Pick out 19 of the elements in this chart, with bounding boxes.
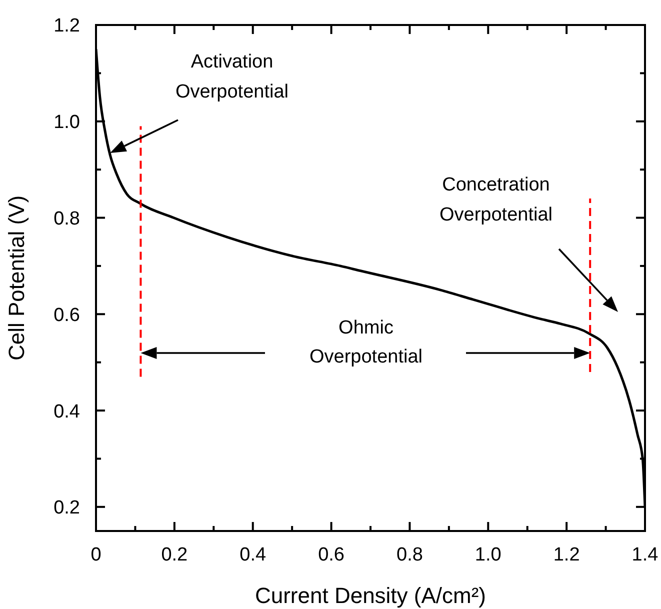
y-tick-label: 1.2 [54, 16, 80, 37]
annotation: Ohmic Overpotential [309, 318, 423, 368]
annotation: Concetration Overpotential [439, 174, 553, 226]
x-tick-label: 1.2 [553, 544, 580, 566]
y-axis-title: Cell Potential (V) [4, 195, 29, 361]
y-tick-label: 0.4 [54, 401, 80, 422]
x-tick-label: 1.4 [632, 544, 659, 566]
x-tick-label: 0 [90, 544, 102, 566]
x-tick-label: 0.4 [240, 544, 266, 566]
y-tick-label: 0.8 [54, 208, 80, 230]
annotation: Activation Overpotential [175, 52, 289, 102]
y-tick-label: 0.2 [54, 498, 80, 519]
x-tick-label: 1.0 [474, 544, 502, 566]
x-tick-label: 0.8 [396, 544, 423, 566]
x-axis-title: Current Density (A/cm²) [254, 583, 486, 608]
x-tick-label: 0.2 [161, 544, 188, 566]
x-tick-label: 0.6 [318, 544, 344, 566]
y-tick-label: 1.0 [54, 112, 80, 134]
y-tick-label: 0.6 [54, 304, 80, 326]
